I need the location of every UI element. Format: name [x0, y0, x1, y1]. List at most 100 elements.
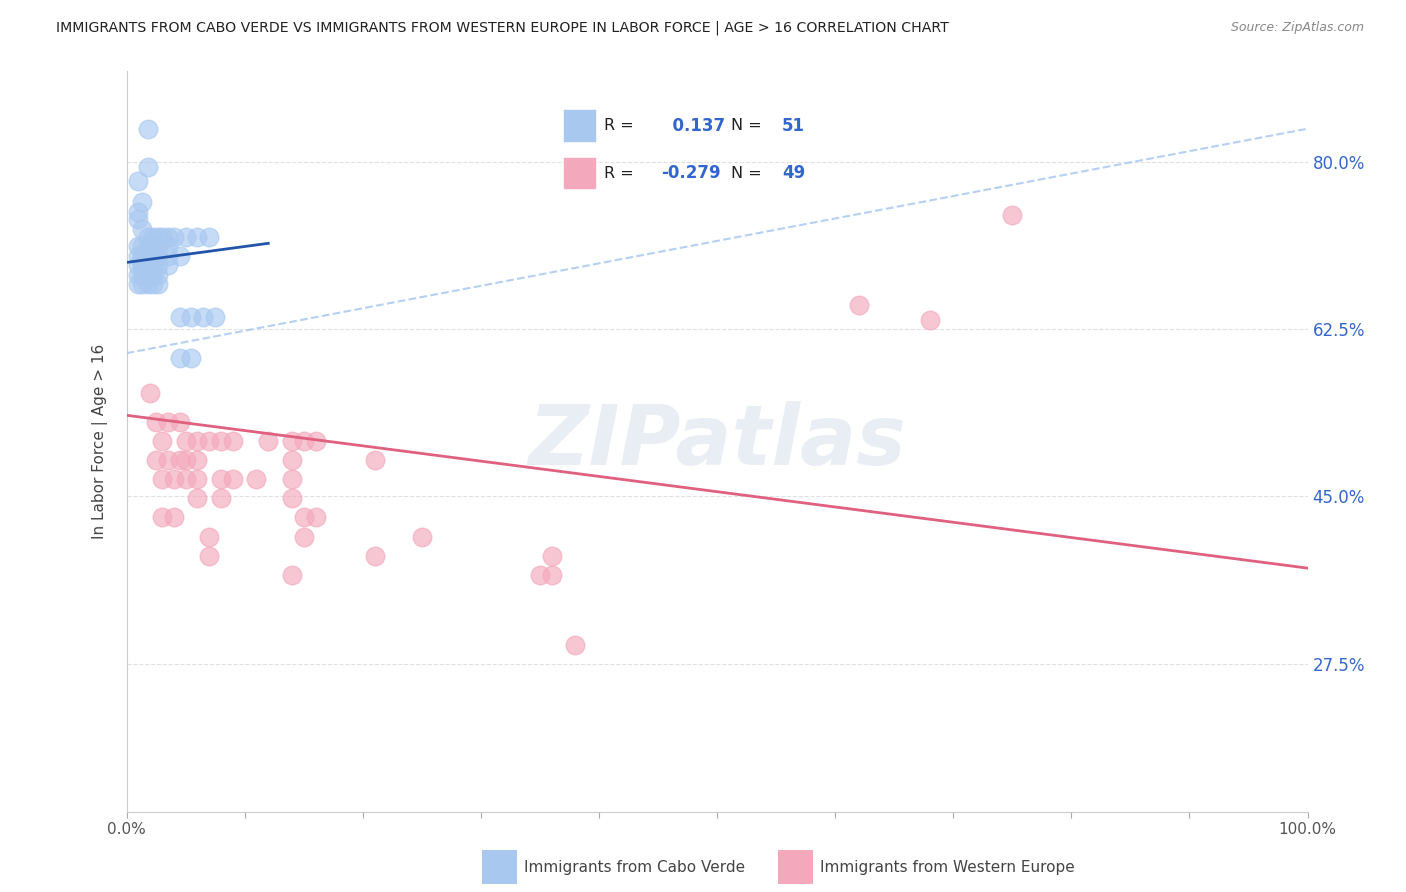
Point: [198, 229, 221, 244]
Point: [131, 222, 153, 236]
Text: N =: N =: [731, 119, 762, 133]
Point: [127, 204, 149, 219]
Text: Immigrants from Cabo Verde: Immigrants from Cabo Verde: [524, 861, 745, 875]
Point: [148, 229, 170, 244]
Point: [169, 310, 191, 324]
Point: [281, 434, 304, 448]
Point: [1001, 208, 1024, 222]
Text: R =: R =: [603, 119, 634, 133]
Point: [131, 258, 153, 272]
Point: [304, 510, 326, 524]
Point: [141, 249, 163, 263]
Point: [163, 510, 186, 524]
Point: [150, 510, 173, 524]
Point: [131, 268, 153, 282]
Point: [198, 549, 221, 563]
Point: [136, 239, 159, 253]
Point: [150, 229, 173, 244]
Point: [156, 249, 179, 263]
Point: [156, 229, 179, 244]
Point: [141, 258, 163, 272]
Point: [136, 258, 159, 272]
Point: [186, 453, 208, 467]
Point: [136, 121, 159, 136]
Point: [281, 453, 304, 467]
Point: [186, 434, 208, 448]
Point: [292, 510, 315, 524]
Point: [131, 195, 153, 210]
Text: IMMIGRANTS FROM CABO VERDE VS IMMIGRANTS FROM WESTERN EUROPE IN LABOR FORCE | AG: IMMIGRANTS FROM CABO VERDE VS IMMIGRANTS…: [56, 21, 949, 35]
Point: [292, 530, 315, 544]
Point: [136, 249, 159, 263]
Point: [540, 567, 562, 582]
Point: [150, 434, 173, 448]
Text: 49: 49: [782, 164, 806, 182]
Point: [198, 434, 221, 448]
Point: [127, 249, 149, 263]
Point: [198, 530, 221, 544]
Point: [281, 491, 304, 506]
Point: [186, 472, 208, 486]
Point: [163, 472, 186, 486]
Point: [141, 229, 163, 244]
Point: [174, 229, 197, 244]
Point: [174, 472, 197, 486]
Text: -0.279: -0.279: [661, 164, 721, 182]
Point: [169, 415, 191, 429]
Point: [141, 239, 163, 253]
Point: [163, 229, 186, 244]
Point: [304, 434, 326, 448]
Point: [156, 453, 179, 467]
Point: [848, 298, 870, 312]
Point: [136, 229, 159, 244]
Point: [127, 239, 149, 253]
Text: R =: R =: [603, 166, 634, 180]
Point: [193, 310, 215, 324]
Text: 51: 51: [782, 117, 806, 135]
Point: [136, 160, 159, 174]
Point: [292, 434, 315, 448]
Point: [540, 549, 562, 563]
Point: [148, 239, 170, 253]
Point: [145, 453, 167, 467]
Point: [127, 174, 149, 188]
Point: [186, 491, 208, 506]
Point: [150, 472, 173, 486]
Bar: [564, 158, 595, 188]
Text: Immigrants from Western Europe: Immigrants from Western Europe: [820, 861, 1074, 875]
Point: [281, 567, 304, 582]
Y-axis label: In Labor Force | Age > 16: In Labor Force | Age > 16: [91, 344, 108, 539]
Point: [131, 277, 153, 292]
Point: [564, 638, 586, 652]
Point: [148, 277, 170, 292]
Point: [131, 239, 153, 253]
Point: [180, 351, 202, 365]
Point: [245, 472, 267, 486]
Point: [156, 239, 179, 253]
Point: [174, 453, 197, 467]
Point: [209, 491, 232, 506]
Point: [139, 386, 162, 401]
Point: [127, 268, 149, 282]
Point: [186, 229, 208, 244]
Point: [127, 212, 149, 227]
Point: [136, 277, 159, 292]
Point: [156, 258, 179, 272]
Point: [281, 472, 304, 486]
Point: [127, 258, 149, 272]
Point: [145, 415, 167, 429]
Point: [529, 567, 551, 582]
Point: [169, 453, 191, 467]
Point: [148, 268, 170, 282]
Point: [918, 312, 941, 326]
Point: [209, 472, 232, 486]
Point: [174, 434, 197, 448]
Point: [222, 472, 245, 486]
Point: [363, 549, 385, 563]
Text: N =: N =: [731, 166, 762, 180]
Point: [127, 277, 149, 292]
Point: [180, 310, 202, 324]
Point: [411, 530, 433, 544]
Point: [363, 453, 385, 467]
Point: [204, 310, 226, 324]
